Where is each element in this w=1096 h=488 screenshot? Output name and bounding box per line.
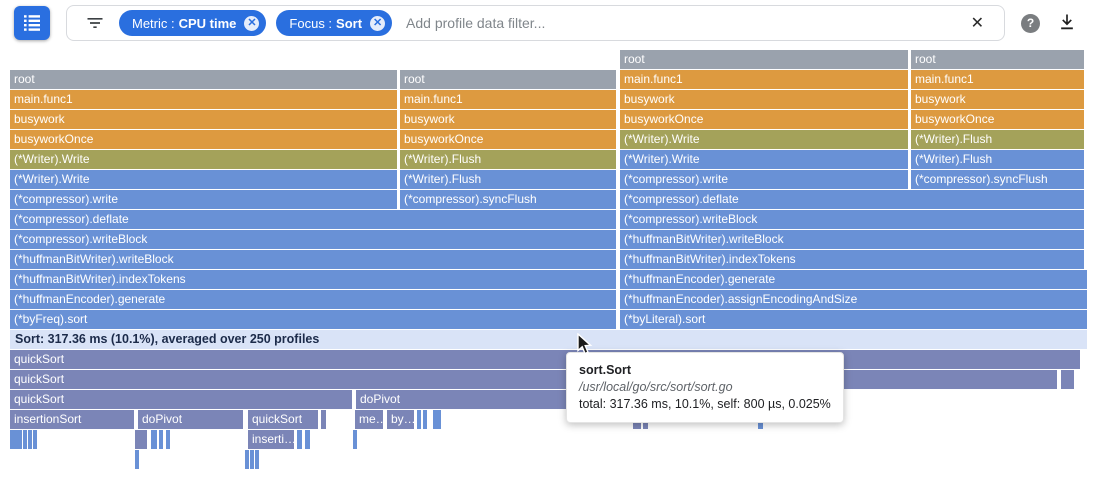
chip-focus-value: Sort: [336, 15, 363, 31]
download-icon[interactable]: [1057, 12, 1079, 34]
flame-frame-busyworkonce[interactable]: busyworkOnce: [400, 130, 616, 149]
flame-frame-compressor-write[interactable]: (*compressor).write: [620, 170, 908, 189]
flame-frame-huffmanbitwriter-writeblock[interactable]: (*huffmanBitWriter).writeBlock: [10, 250, 616, 269]
flame-frame-quicksort[interactable]: quickSort: [10, 370, 1057, 389]
flame-frame-huffmanencoder-assignencodingandsize[interactable]: (*huffmanEncoder).assignEncodingAndSize: [620, 290, 1087, 309]
flame-fragment[interactable]: [423, 410, 427, 429]
flame-fragment[interactable]: [321, 410, 326, 429]
clear-filters-icon[interactable]: ✕: [970, 15, 984, 32]
flame-frame-compressor-deflate[interactable]: (*compressor).deflate: [10, 210, 616, 229]
flame-fragment[interactable]: [433, 410, 441, 429]
flame-frame-me[interactable]: me…: [355, 410, 383, 429]
flame-fragment[interactable]: [135, 430, 147, 449]
flame-frame-main-func1[interactable]: main.func1: [620, 70, 908, 89]
flame-frame-main-func1[interactable]: main.func1: [10, 90, 397, 109]
flame-fragment[interactable]: [135, 450, 139, 469]
flame-frame-huffmanencoder-generate[interactable]: (*huffmanEncoder).generate: [620, 270, 1087, 289]
flame-frame-quicksort[interactable]: quickSort: [10, 350, 1080, 369]
flame-frame-writer-write[interactable]: (*Writer).Write: [10, 150, 397, 169]
filter-list-icon: [85, 13, 105, 33]
filter-bar[interactable]: Metric : CPU time ✕ Focus : Sort ✕ Add p…: [66, 5, 1005, 41]
chip-metric-prefix: Metric :: [132, 15, 175, 31]
tooltip-stats: total: 317.36 ms, 10.1%, self: 800 µs, 0…: [579, 397, 831, 411]
flame-fragment[interactable]: [353, 430, 357, 449]
flame-fragment[interactable]: [255, 450, 259, 469]
flame-frame-dopivot[interactable]: doPivot: [356, 390, 617, 409]
flame-fragment[interactable]: [417, 410, 421, 429]
flame-frame-busyworkonce[interactable]: busyworkOnce: [620, 110, 908, 129]
flame-frame-insertionsort[interactable]: insertionSort: [10, 410, 134, 429]
flame-fragment[interactable]: [245, 450, 249, 469]
chip-metric-value: CPU time: [178, 15, 237, 31]
flame-fragment[interactable]: [1061, 370, 1074, 389]
flame-fragment[interactable]: [10, 430, 22, 449]
frame-tooltip: sort.Sort /usr/local/go/src/sort/sort.go…: [566, 352, 844, 423]
flame-frame-writer-write[interactable]: (*Writer).Write: [10, 170, 397, 189]
flame-frame-compressor-writeblock[interactable]: (*compressor).writeBlock: [620, 210, 1084, 229]
chip-remove-icon[interactable]: ✕: [244, 15, 260, 31]
flame-frame-main-func1[interactable]: main.func1: [400, 90, 616, 109]
flame-frame-quicksort[interactable]: quickSort: [10, 390, 352, 409]
flame-frame-byfreq-sort[interactable]: (*byFreq).sort: [10, 310, 616, 329]
flame-fragment[interactable]: [159, 430, 163, 449]
flame-frame-root[interactable]: root: [400, 70, 616, 89]
mouse-cursor-icon: [577, 332, 594, 361]
filter-chip-metric[interactable]: Metric : CPU time ✕: [119, 10, 267, 36]
flame-frame-busyworkonce[interactable]: busyworkOnce: [10, 130, 397, 149]
flame-frame-busywork[interactable]: busywork: [400, 110, 616, 129]
flame-fragment[interactable]: [28, 430, 32, 449]
chip-remove-icon[interactable]: ✕: [370, 15, 386, 31]
flame-frame-busywork[interactable]: busywork: [620, 90, 908, 109]
flame-fragment[interactable]: [305, 430, 310, 449]
flame-frame-quicksort[interactable]: quickSort: [248, 410, 318, 429]
flame-frame-compressor-write[interactable]: (*compressor).write: [10, 190, 397, 209]
flame-frame-writer-flush[interactable]: (*Writer).Flush: [400, 150, 616, 169]
flame-frame-huffmanbitwriter-writeblock[interactable]: (*huffmanBitWriter).writeBlock: [620, 230, 1084, 249]
flame-fragment[interactable]: [33, 430, 37, 449]
flame-frame-compressor-writeblock[interactable]: (*compressor).writeBlock: [10, 230, 616, 249]
flame-frame-compressor-syncflush[interactable]: (*compressor).syncFlush: [911, 170, 1084, 189]
tooltip-source-path: /usr/local/go/src/sort/sort.go: [579, 380, 733, 394]
flame-frame-writer-flush[interactable]: (*Writer).Flush: [911, 150, 1084, 169]
flame-frame-busywork[interactable]: busywork: [911, 90, 1084, 109]
help-icon[interactable]: ?: [1021, 14, 1040, 33]
flame-banner-sort[interactable]: Sort: 317.36 ms (10.1%), averaged over 2…: [10, 330, 1087, 349]
flame-frame-busywork[interactable]: busywork: [10, 110, 397, 129]
flame-frame-main-func1[interactable]: main.func1: [911, 70, 1084, 89]
flame-frame-writer-flush[interactable]: (*Writer).Flush: [911, 130, 1084, 149]
flame-frame-root[interactable]: root: [620, 50, 908, 69]
flame-fragment[interactable]: [250, 450, 254, 469]
filter-input-placeholder[interactable]: Add profile data filter...: [406, 15, 546, 31]
flame-frame-byliteral-sort[interactable]: (*byLiteral).sort: [620, 310, 1087, 329]
flame-frame-inserti[interactable]: inserti…: [248, 430, 294, 449]
tooltip-function-name: sort.Sort: [579, 363, 632, 377]
flame-frame-writer-flush[interactable]: (*Writer).Flush: [400, 170, 616, 189]
list-icon: [23, 13, 41, 34]
flame-fragment[interactable]: [23, 430, 27, 449]
filter-chip-focus[interactable]: Focus : Sort ✕: [276, 10, 393, 36]
flame-frame-root[interactable]: root: [10, 70, 397, 89]
flame-frame-writer-write[interactable]: (*Writer).Write: [620, 150, 908, 169]
flame-frame-by[interactable]: by…: [387, 410, 414, 429]
flame-frame-busyworkonce[interactable]: busyworkOnce: [911, 110, 1084, 129]
flame-frame-root[interactable]: root: [911, 50, 1084, 69]
flame-frame-huffmanbitwriter-indextokens[interactable]: (*huffmanBitWriter).indexTokens: [10, 270, 616, 289]
chip-focus-prefix: Focus :: [289, 15, 333, 31]
flame-fragment[interactable]: [151, 430, 157, 449]
flame-frame-compressor-deflate[interactable]: (*compressor).deflate: [620, 190, 1084, 209]
flame-fragment[interactable]: [166, 430, 170, 449]
profile-list-button[interactable]: [14, 6, 50, 40]
flame-frame-dopivot[interactable]: doPivot: [138, 410, 243, 429]
flame-frame-compressor-syncflush[interactable]: (*compressor).syncFlush: [400, 190, 616, 209]
flame-frame-huffmanbitwriter-indextokens[interactable]: (*huffmanBitWriter).indexTokens: [620, 250, 1084, 269]
flame-frame-writer-write[interactable]: (*Writer).Write: [620, 130, 908, 149]
flame-fragment[interactable]: [297, 430, 302, 449]
flame-frame-huffmanencoder-generate[interactable]: (*huffmanEncoder).generate: [10, 290, 616, 309]
